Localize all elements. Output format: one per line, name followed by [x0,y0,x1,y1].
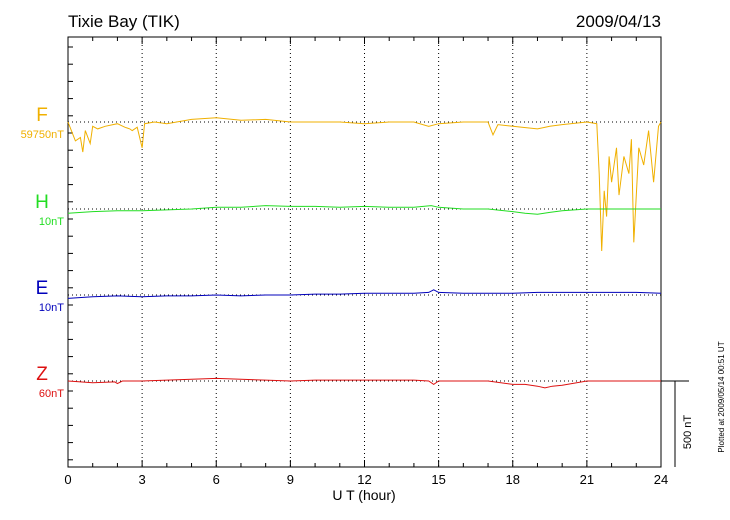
station-title: Tixie Bay (TIK) [68,12,180,31]
x-tick-label: 0 [64,472,71,487]
x-tick-label: 6 [213,472,220,487]
channel-label-e: E [36,278,49,299]
grid-lines [141,37,588,467]
x-tick-label: 21 [580,472,594,487]
channel-label-h: H [35,192,49,213]
x-axis-label: U T (hour) [332,487,395,503]
scale-bar-label: 500 nT [682,415,694,450]
axis-ticks [67,37,662,467]
x-tick-labels: 0 3 6 9 12 15 18 21 24 [64,472,668,487]
x-tick-label: 15 [431,472,445,487]
baseline-value-z: 60nT [39,388,64,400]
x-tick-label: 3 [139,472,146,487]
baseline-value-e: 10nT [39,302,64,314]
traces [67,117,662,389]
trace-e [67,289,662,299]
x-tick-label: 9 [287,472,294,487]
trace-f [67,117,662,252]
x-tick-label: 24 [654,472,668,487]
plotted-timestamp: Plotted at 2009/05/14 00:51 UT [717,341,726,452]
baselines [68,121,661,382]
channel-label-f: F [36,105,48,126]
channel-labels: F 59750nT H 10nT E 10nT Z 60nT [21,105,65,400]
baseline-value-h: 10nT [39,216,64,228]
date-title: 2009/04/13 [576,12,661,31]
channel-label-z: Z [36,364,48,385]
baseline-value-f: 59750nT [21,129,65,141]
x-tick-label: 12 [357,472,371,487]
x-tick-label: 18 [506,472,520,487]
scale-bar: 500 nT [661,380,694,467]
trace-z [67,377,661,389]
trace-h [67,205,661,215]
